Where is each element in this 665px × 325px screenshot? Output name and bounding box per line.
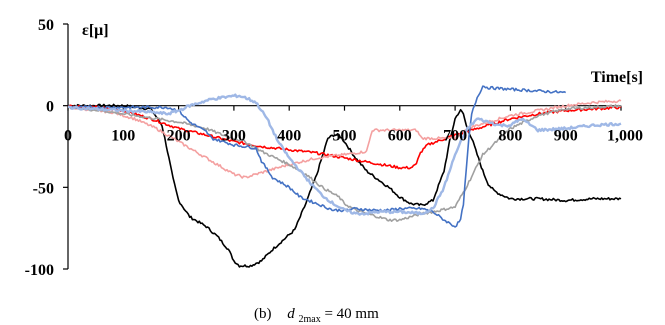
x-tick-marks [67,105,622,111]
series-line-4 [67,104,622,222]
x-tick-label: 600 [388,128,412,145]
series-line-5 [67,85,567,228]
y-tick-label: 0 [46,99,54,116]
x-tick-label: 300 [222,128,246,145]
y-tick-marks [63,23,68,270]
x-tick-label: 0 [64,128,72,145]
x-tick-labels: 0 100 200 300 400 500 600 700 800 900 1,000 [64,128,643,145]
x-tick-label: 900 [554,128,578,145]
x-tick-label: 200 [167,128,191,145]
x-tick-label: 1,000 [607,128,643,145]
series-line-3 [67,99,622,179]
caption-prefix: (b) [254,306,272,322]
x-tick-label: 800 [498,128,522,145]
series-layer [67,85,622,268]
caption-variable: d [287,306,295,322]
y-tick-label: -100 [25,262,54,279]
y-tick-label: 50 [38,17,54,34]
caption-subscript: 2max [299,314,321,325]
y-axis-title: ε[μ] [82,22,109,39]
y-tick-labels: 50 0 -50 -100 [25,17,54,279]
caption-suffix: = 40 mm [324,306,379,322]
x-tick-label: 100 [111,128,135,145]
y-tick-label: -50 [33,180,54,197]
figure-caption: (b) d 2max = 40 mm [254,306,379,325]
x-tick-label: 400 [277,128,301,145]
x-tick-label: 500 [333,128,357,145]
series-line-2 [67,104,622,170]
series-line-6 [67,93,622,216]
x-axis-title: Time[s] [591,69,643,86]
x-tick-label: 700 [443,128,467,145]
